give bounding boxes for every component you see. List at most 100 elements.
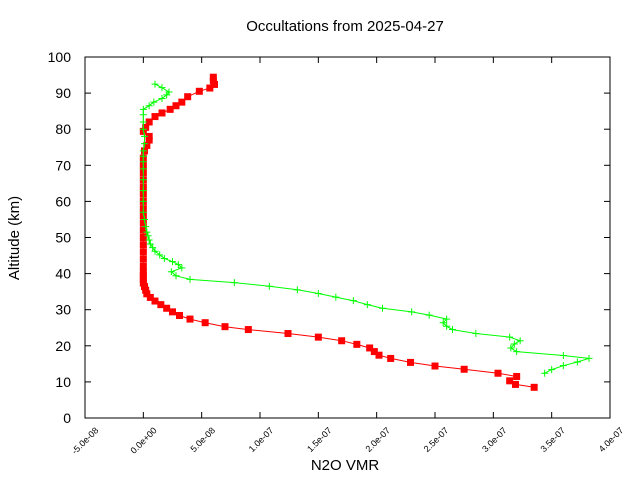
data-point	[145, 136, 153, 144]
data-point	[585, 354, 593, 362]
data-point	[141, 283, 148, 291]
data-point	[143, 141, 151, 149]
x-tick-label: 4.0e-07	[597, 425, 626, 454]
data-point	[139, 105, 147, 113]
data-point	[145, 236, 153, 244]
data-point	[244, 326, 252, 334]
x-tick-label: 1.5e-07	[305, 425, 334, 454]
data-point	[338, 337, 346, 345]
data-point	[143, 228, 151, 236]
data-point	[506, 377, 514, 385]
data-point	[172, 102, 180, 110]
data-point	[167, 268, 175, 276]
data-point	[158, 95, 166, 103]
data-point	[139, 187, 147, 195]
data-point	[387, 354, 395, 362]
data-point	[472, 330, 480, 338]
series-layer	[139, 73, 593, 391]
data-point	[516, 337, 524, 345]
data-point	[143, 290, 151, 298]
data-point	[443, 315, 451, 323]
data-point	[146, 240, 154, 248]
data-point	[431, 362, 439, 370]
y-tick-label: 0	[63, 410, 71, 426]
data-point	[449, 326, 456, 334]
data-point	[150, 98, 158, 106]
data-point	[332, 293, 340, 301]
data-point	[151, 297, 159, 305]
data-point	[548, 366, 556, 374]
data-point	[375, 351, 383, 359]
data-point	[284, 330, 292, 338]
data-point	[494, 369, 502, 377]
data-point	[163, 304, 171, 312]
data-point	[366, 344, 374, 352]
data-point	[209, 77, 217, 85]
data-point	[141, 132, 148, 140]
data-point	[460, 365, 468, 373]
data-point	[139, 212, 147, 220]
data-point	[151, 80, 159, 88]
x-tick-label: 5.0e-08	[188, 425, 217, 454]
data-point	[293, 286, 301, 294]
data-point	[139, 165, 147, 173]
data-point	[139, 208, 147, 216]
x-tick-label: 3.0e-07	[480, 425, 509, 454]
y-axis: 0 10 20 30 40 50 60 70 80 90 100	[48, 49, 610, 426]
data-point	[142, 223, 150, 231]
x-tick-label: 0.0e+00	[128, 425, 158, 455]
data-point	[314, 333, 322, 341]
data-point	[139, 234, 147, 241]
y-axis-label: Altitude (km)	[6, 196, 23, 280]
data-point	[169, 258, 176, 266]
data-point	[541, 369, 549, 377]
data-point	[443, 322, 451, 330]
data-point	[145, 118, 153, 126]
x-tick-label: 3.5e-07	[538, 425, 567, 454]
x-tick-label: 1.0e-07	[247, 425, 276, 454]
series-2	[139, 80, 593, 377]
data-point	[139, 241, 147, 249]
data-point	[151, 247, 159, 255]
data-point	[230, 279, 238, 287]
data-point	[139, 147, 147, 155]
y-tick-label: 70	[55, 157, 71, 173]
data-point	[186, 275, 194, 283]
data-point	[139, 272, 147, 280]
x-axis-label: N2O VMR	[311, 457, 380, 474]
data-point	[139, 226, 147, 234]
data-point	[573, 358, 581, 366]
data-point	[169, 308, 176, 316]
data-point	[176, 311, 183, 319]
data-point	[209, 73, 217, 81]
data-point	[172, 272, 180, 280]
plot-area	[84, 56, 611, 419]
data-point	[145, 102, 153, 110]
data-point	[211, 80, 218, 88]
data-point	[142, 123, 150, 131]
data-point	[513, 372, 521, 380]
data-point	[178, 98, 186, 106]
data-point	[353, 340, 361, 348]
data-point	[221, 323, 229, 331]
data-point	[139, 275, 147, 283]
chart-title: Occultations from 2025-04-27	[246, 18, 444, 35]
data-point	[559, 362, 567, 370]
data-point	[425, 311, 433, 319]
y-tick-label: 30	[55, 302, 71, 318]
y-tick-label: 40	[55, 266, 71, 282]
data-point	[139, 176, 147, 184]
data-point	[160, 254, 168, 262]
data-point	[139, 268, 147, 276]
x-tick-label: -5.0e-08	[70, 425, 101, 456]
data-point	[151, 113, 159, 121]
y-tick-label: 60	[55, 193, 71, 209]
data-point	[513, 348, 521, 356]
data-point	[349, 297, 357, 305]
data-point	[157, 301, 165, 309]
data-point	[158, 109, 166, 117]
data-point	[166, 105, 174, 113]
data-point	[139, 255, 147, 263]
x-tick-label: 2.5e-07	[422, 425, 451, 454]
